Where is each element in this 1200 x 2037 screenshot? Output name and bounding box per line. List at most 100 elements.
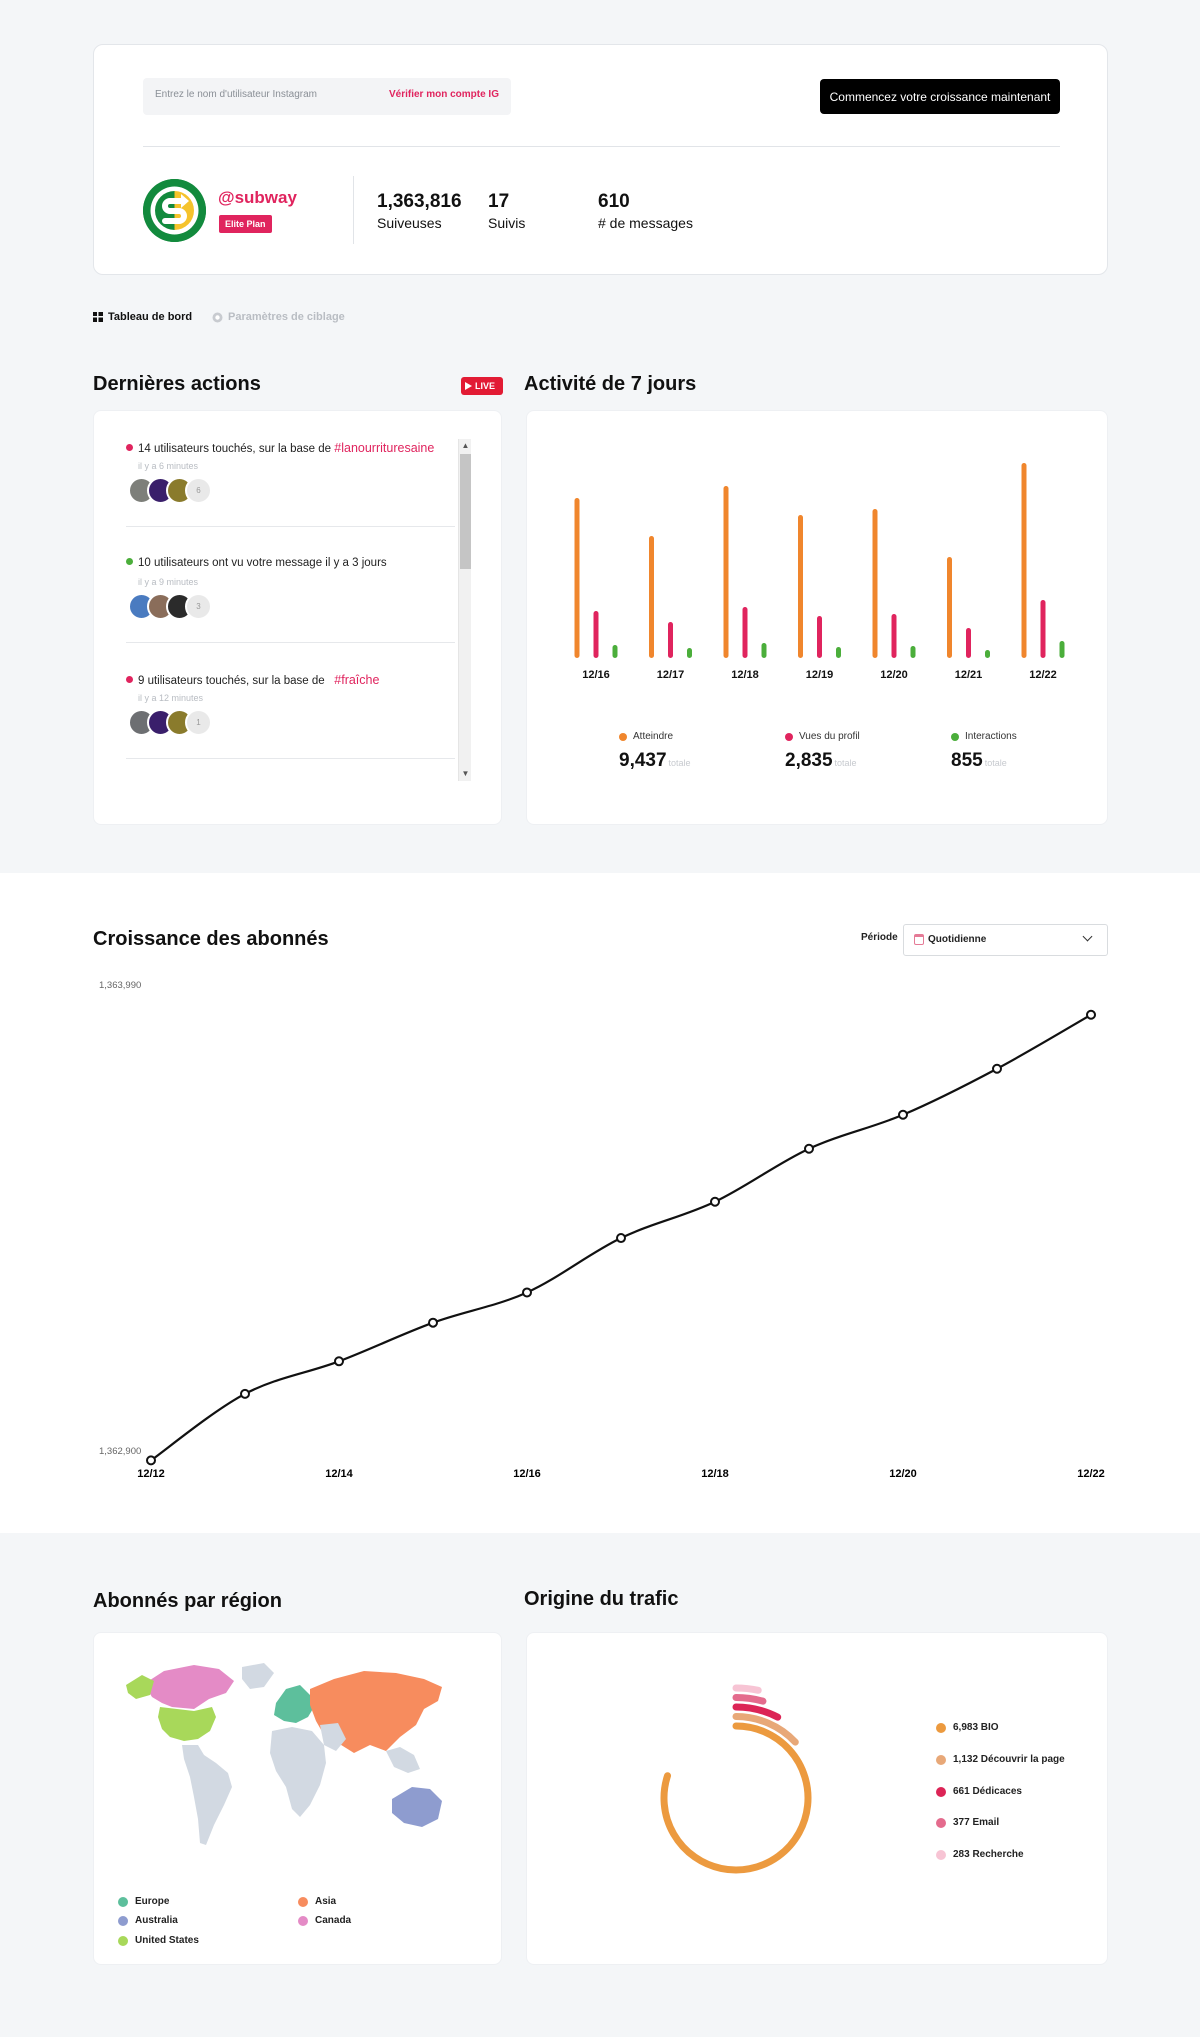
- feed-item: 9 utilisateurs touchés, sur la base de #…: [126, 643, 455, 759]
- map-region-greenland[interactable]: [242, 1663, 274, 1689]
- legend-dot: [298, 1896, 308, 1907]
- data-point: [804, 1143, 814, 1154]
- stat-following: 17 Suivis: [488, 191, 525, 231]
- world-map: [126, 1663, 442, 1845]
- radial-bar: [732, 1703, 782, 1721]
- data-point: [616, 1233, 626, 1244]
- x-axis-label: 12/12: [137, 1468, 165, 1480]
- legend-dot: [936, 1817, 946, 1828]
- legend-total: 2,835: [785, 750, 833, 771]
- feed-text: 10 utilisateurs ont vu votre message il …: [126, 557, 387, 569]
- legend-australia: Australia: [118, 1915, 178, 1926]
- map-region-canada[interactable]: [144, 1665, 234, 1709]
- x-axis-label: 12/16: [513, 1468, 541, 1480]
- legend-label: 661 Dédicaces: [953, 1786, 1022, 1797]
- feed-text: 9 utilisateurs touchés, sur la base de #…: [126, 673, 379, 687]
- user-avatars: 1: [128, 709, 212, 736]
- data-point: [334, 1356, 344, 1367]
- legend-label: Atteindre: [633, 731, 674, 742]
- legend-dot: [951, 732, 959, 741]
- stat-posts: 610 # de messages: [598, 191, 693, 231]
- bar: [798, 515, 803, 658]
- bar: [891, 614, 897, 658]
- y-axis-top-label: 1,363,990: [99, 980, 141, 991]
- legend-united-states: United States: [118, 1935, 199, 1946]
- bar: [742, 607, 748, 658]
- legend-label: Australia: [135, 1915, 178, 1926]
- map-region-asia[interactable]: [310, 1671, 442, 1753]
- user-avatars: 3: [128, 593, 212, 620]
- legend-dot: [118, 1935, 128, 1946]
- legend-total-suffix: totale: [834, 758, 857, 768]
- map-region-alaska[interactable]: [126, 1675, 154, 1699]
- radial-bar: [732, 1713, 799, 1746]
- status-dot: [126, 558, 133, 565]
- stat-label: # de messages: [598, 215, 693, 231]
- bar: [1059, 641, 1065, 658]
- more-users-count[interactable]: 1: [185, 709, 212, 736]
- period-dropdown[interactable]: Quotidienne: [903, 924, 1108, 956]
- feed-scrollbar[interactable]: ▲ ▼: [458, 439, 471, 781]
- legend-discover-page: 1,132 Découvrir la page: [936, 1754, 1065, 1765]
- map-region-middle-east[interactable]: [320, 1723, 346, 1751]
- legend-dot: [936, 1722, 946, 1733]
- calendar-icon: [914, 934, 924, 945]
- status-dot: [126, 676, 133, 683]
- user-avatars: 6: [128, 477, 212, 504]
- data-point: [428, 1317, 438, 1328]
- legend-label: Interactions: [965, 731, 1017, 742]
- map-region-southeast-asia[interactable]: [386, 1747, 420, 1773]
- bar: [985, 650, 990, 658]
- stat-label: Suiveuses: [377, 215, 442, 231]
- bar: [668, 622, 673, 658]
- scroll-down-icon[interactable]: ▼: [461, 769, 470, 778]
- radial-bar: [732, 1694, 767, 1705]
- more-users-count[interactable]: 3: [185, 593, 212, 620]
- start-growth-button[interactable]: Commencez votre croissance maintenant: [820, 79, 1060, 114]
- legend-label: 1,132 Découvrir la page: [953, 1754, 1065, 1765]
- legend-dot: [785, 732, 793, 741]
- x-tick-label: 12/16: [582, 669, 610, 681]
- region-title: Abonnés par région: [93, 1590, 282, 1612]
- hashtag-link[interactable]: #lanourrituresaine: [334, 441, 435, 455]
- map-region-africa[interactable]: [270, 1727, 326, 1817]
- divider: [143, 146, 1060, 147]
- x-tick-label: 12/22: [1029, 669, 1057, 681]
- legend-label: 283 Recherche: [953, 1849, 1024, 1860]
- map-region-latin-america[interactable]: [182, 1745, 232, 1845]
- username-search-input[interactable]: [155, 89, 385, 100]
- traffic-card: 6,983 BIO 1,132 Découvrir la page 661 Dé…: [526, 1632, 1108, 1965]
- actions-feed-card: 14 utilisateurs touchés, sur la base de …: [93, 410, 502, 825]
- verify-account-link[interactable]: Vérifier mon compte IG: [388, 89, 499, 100]
- feed-item: 14 utilisateurs touchés, sur la base de …: [126, 411, 455, 527]
- tab-targeting-settings[interactable]: Paramètres de ciblage: [212, 311, 345, 323]
- bar: [872, 509, 878, 658]
- legend-dot: [298, 1915, 308, 1926]
- tab-dashboard[interactable]: Tableau de bord: [93, 311, 192, 323]
- vertical-divider: [353, 176, 354, 244]
- legend-label: 6,983 BIO: [953, 1722, 999, 1733]
- stat-value: 610: [598, 191, 630, 212]
- more-users-count[interactable]: 6: [185, 477, 212, 504]
- legend-canada: Canada: [298, 1915, 351, 1926]
- scroll-thumb[interactable]: [460, 454, 471, 569]
- feed-message: 14 utilisateurs touchés, sur la base de: [138, 443, 332, 455]
- map-region-united-states[interactable]: [158, 1707, 216, 1741]
- data-point: [710, 1196, 720, 1207]
- bar: [966, 628, 971, 658]
- map-region-europe[interactable]: [274, 1685, 314, 1723]
- legend-dot: [619, 732, 627, 741]
- legend-label: United States: [135, 1935, 199, 1946]
- legend-search: 283 Recherche: [936, 1849, 1024, 1860]
- scroll-up-icon[interactable]: ▲: [461, 441, 470, 450]
- legend-dot: [118, 1896, 128, 1907]
- legend-label: Canada: [315, 1915, 352, 1926]
- map-region-australia[interactable]: [392, 1787, 442, 1827]
- live-badge: LIVE: [461, 377, 503, 395]
- profile-handle: @subway: [218, 188, 297, 207]
- feed-message: 10 utilisateurs ont vu votre message il …: [138, 557, 387, 569]
- legend-dot: [936, 1786, 946, 1797]
- radial-bar: [660, 1722, 812, 1874]
- hashtag-link[interactable]: #fraîche: [334, 673, 380, 687]
- period-value: Quotidienne: [928, 934, 987, 945]
